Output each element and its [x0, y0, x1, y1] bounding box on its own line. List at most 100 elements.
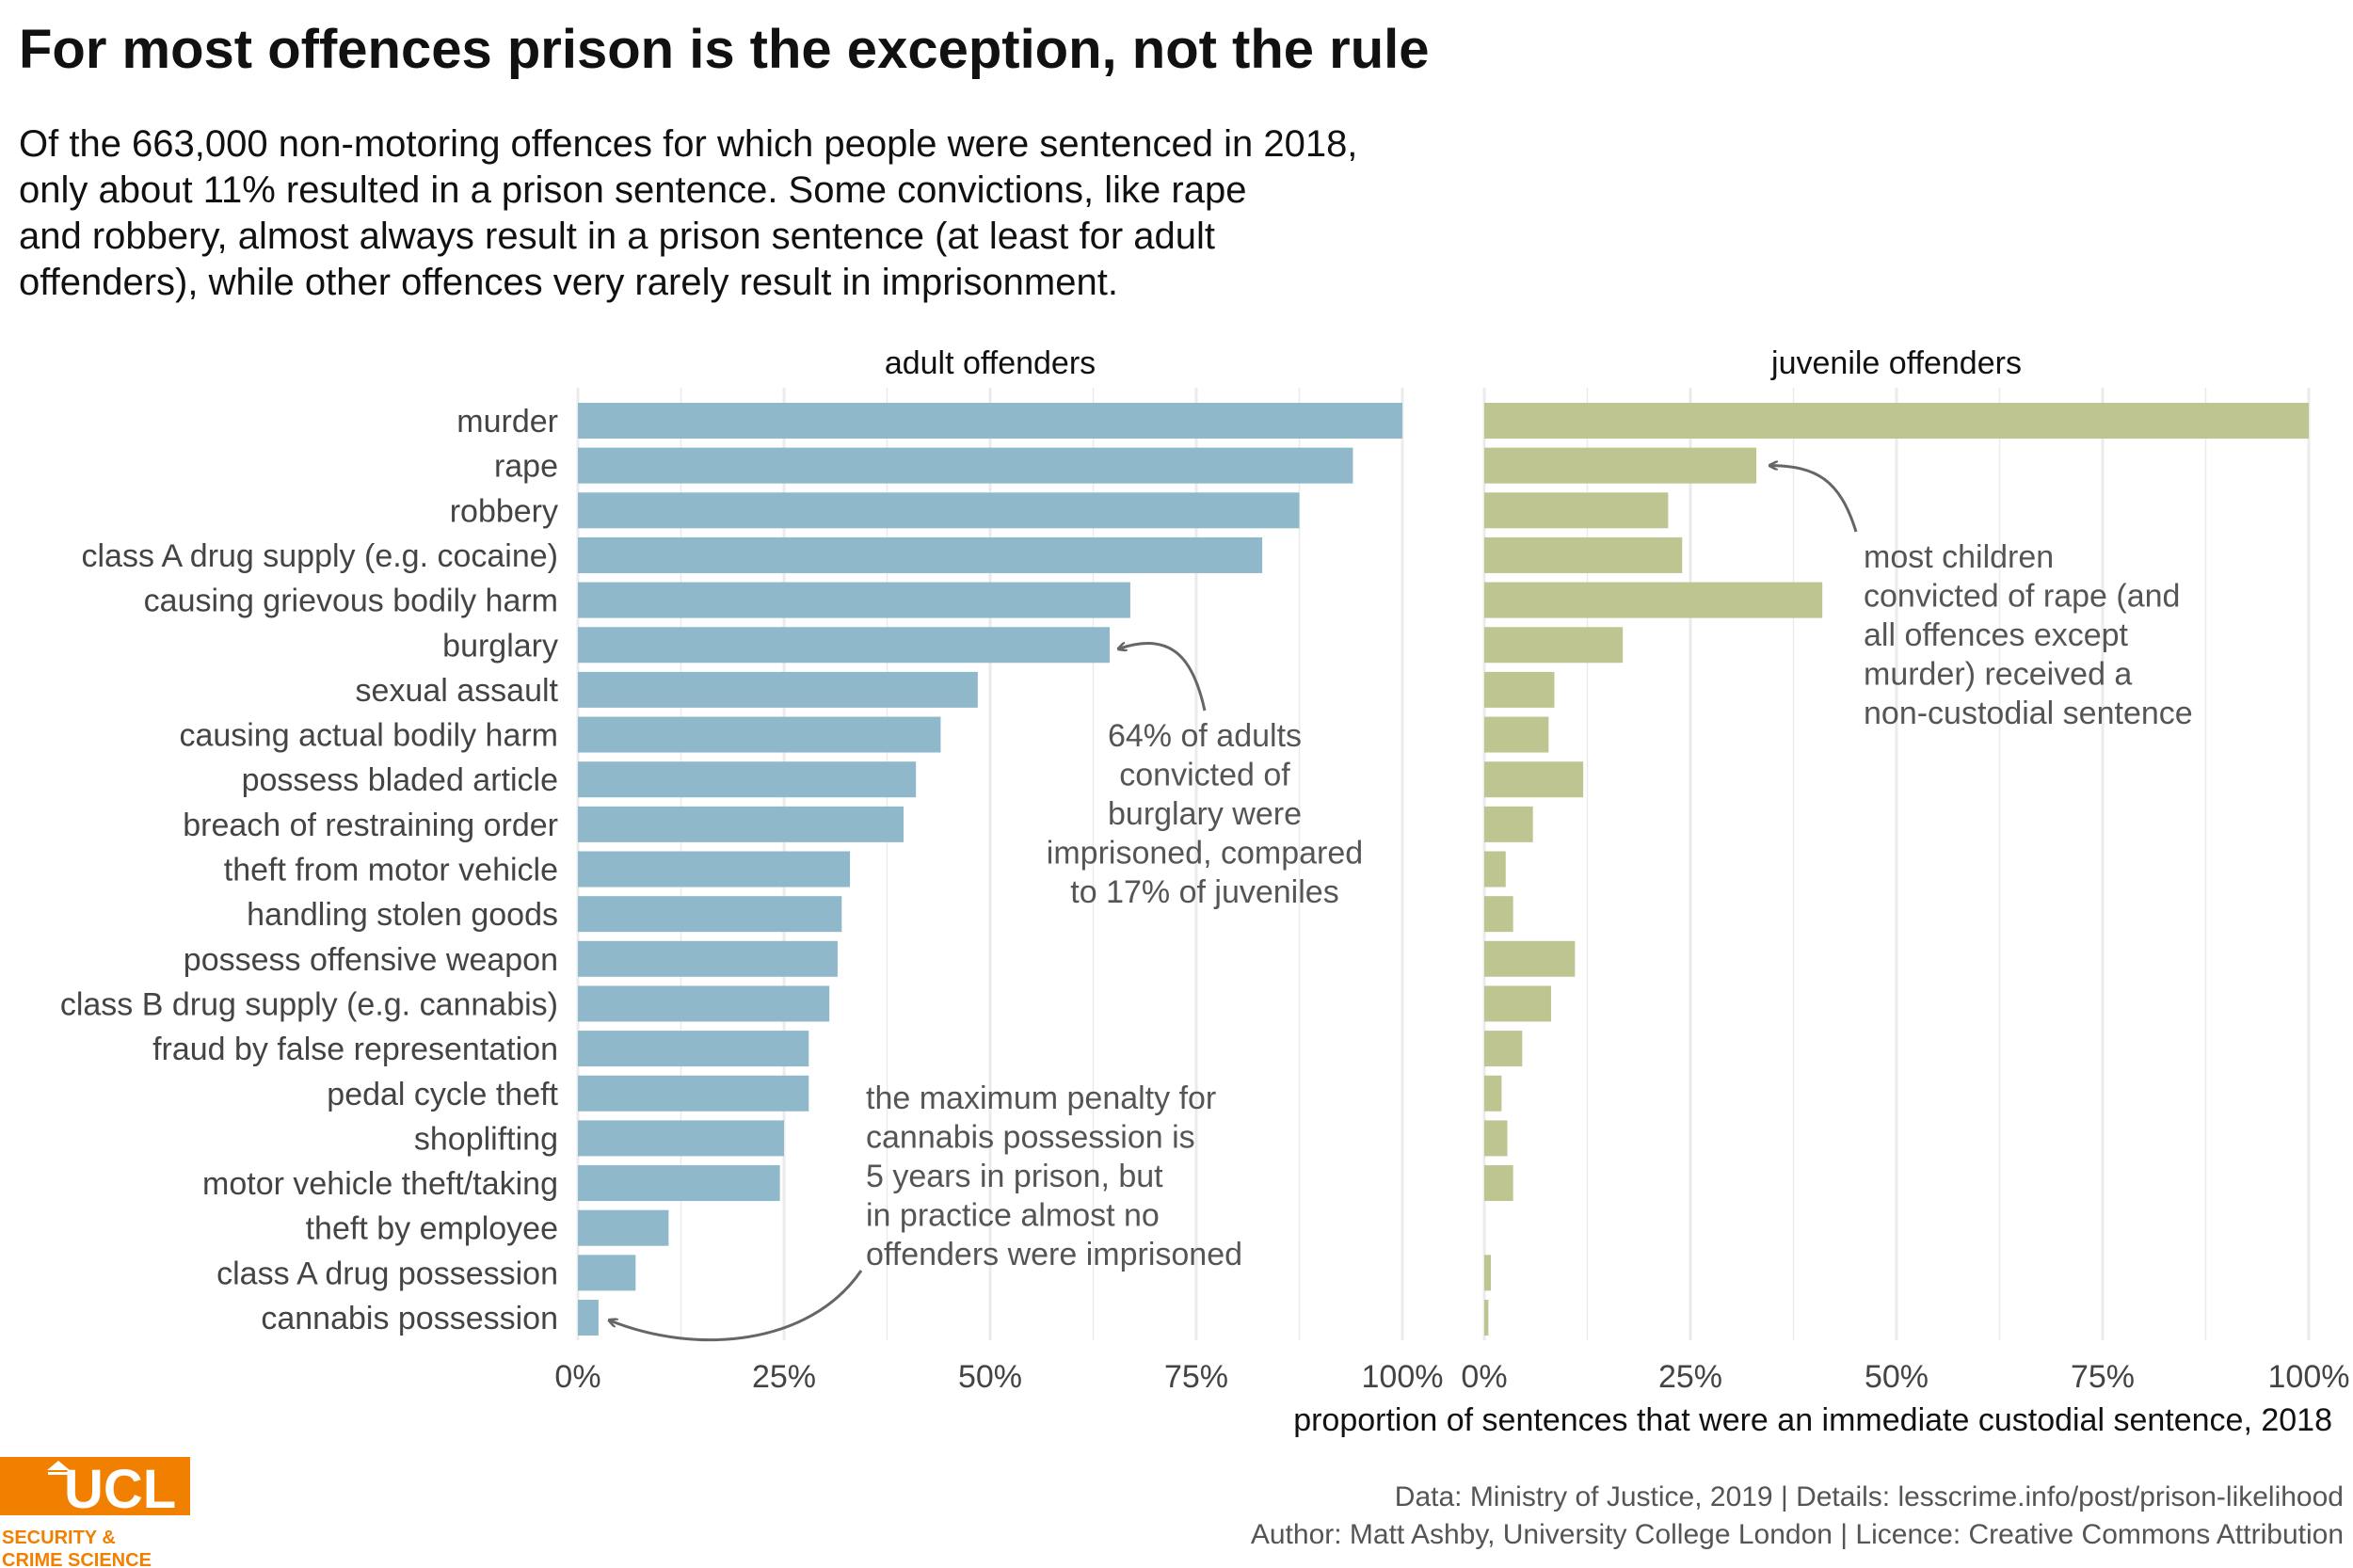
bar — [578, 1120, 784, 1157]
category-label: motor vehicle theft/taking — [202, 1166, 558, 1202]
x-tick-label: 100% — [1362, 1359, 1444, 1395]
annotation-line: all offences except — [1864, 617, 2129, 653]
bar — [1484, 492, 1669, 529]
bar — [578, 627, 1111, 664]
footer-source: Data: Ministry of Justice, 2019 | Detail… — [1395, 1481, 2344, 1512]
bar — [578, 1209, 669, 1246]
bar — [1484, 851, 1506, 888]
category-label: theft by employee — [306, 1211, 558, 1247]
category-label: possess offensive weapon — [184, 942, 558, 978]
category-label: cannabis possession — [261, 1301, 558, 1336]
x-tick-label: 75% — [1164, 1359, 1228, 1395]
category-label: burglary — [442, 628, 558, 664]
category-label: robbery — [450, 493, 558, 529]
bar — [578, 1255, 636, 1291]
category-label: breach of restraining order — [183, 808, 558, 843]
logo-wordmark: UCL — [64, 1459, 176, 1520]
bar — [1484, 536, 1683, 573]
x-axis-label: proportion of sentences that were an imm… — [1293, 1402, 2332, 1438]
bar — [578, 940, 838, 977]
category-label: sexual assault — [356, 673, 559, 709]
annotation-line: convicted of rape (and — [1864, 579, 2180, 615]
bar — [1484, 940, 1576, 977]
bar — [578, 671, 978, 708]
logo-tagline: CRIME SCIENCE — [2, 1550, 152, 1568]
x-tick-label: 0% — [554, 1359, 600, 1395]
x-tick-label: 50% — [1865, 1359, 1929, 1395]
category-label: class A drug possession — [216, 1256, 558, 1291]
chart-subtitle: Of the 663,000 non-motoring offences for… — [19, 123, 1357, 303]
bar — [1484, 716, 1549, 753]
bar — [578, 806, 904, 842]
annotation-line: convicted of — [1119, 758, 1290, 793]
bar — [1484, 1255, 1492, 1291]
subtitle-line: offenders), while other offences very ra… — [19, 262, 1118, 303]
bar — [1484, 985, 1551, 1022]
logo-portico — [47, 1461, 70, 1470]
footer-author: Author: Matt Ashby, University College L… — [1251, 1519, 2344, 1550]
x-tick-label: 50% — [958, 1359, 1022, 1395]
annotation-line: 5 years in prison, but — [866, 1159, 1163, 1194]
bars — [578, 403, 2309, 1336]
bar — [578, 403, 1402, 439]
annotation-arrow — [610, 1270, 863, 1341]
bar — [1484, 447, 1757, 484]
bar — [578, 1075, 809, 1112]
bar — [1484, 806, 1533, 842]
bar — [578, 447, 1353, 484]
category-label: possess bladed article — [242, 762, 558, 798]
annotation-line: to 17% of juveniles — [1070, 874, 1338, 910]
x-axis-ticks: 0% 25% 50% 75% 100% 0% 25% 50% 75% 100% — [554, 1359, 2349, 1395]
annotation-line: cannabis possession is — [866, 1120, 1195, 1156]
bar — [578, 761, 917, 798]
bar — [1484, 582, 1823, 618]
bar — [1484, 671, 1555, 708]
bar — [578, 582, 1130, 618]
bar — [1484, 1031, 1523, 1067]
annotation-line: offenders were imprisoned — [866, 1237, 1242, 1272]
annotation-arrow — [1770, 466, 1858, 533]
logo-block — [0, 1457, 190, 1515]
annotation-line: murder) received a — [1864, 657, 2132, 693]
x-tick-label: 75% — [2071, 1359, 2135, 1395]
category-label: pedal cycle theft — [327, 1077, 558, 1112]
subtitle-line: only about 11% resulted in a prison sent… — [19, 169, 1246, 211]
bar — [1484, 896, 1513, 933]
bar — [1484, 1165, 1513, 1202]
bar — [578, 492, 1300, 529]
annotation-arrow — [1119, 643, 1207, 712]
category-labels: murder rape robbery class A drug supply (e.… — [60, 404, 559, 1336]
panel-title: adult offenders — [885, 345, 1096, 381]
category-label: murder — [456, 404, 558, 440]
category-label: class B drug supply (e.g. cannabis) — [60, 986, 558, 1022]
category-label: causing grievous bodily harm — [144, 584, 558, 619]
subtitle-line: Of the 663,000 non-motoring offences for… — [19, 123, 1357, 165]
bar — [578, 851, 851, 888]
category-label: fraud by false representation — [152, 1032, 558, 1067]
bar — [578, 896, 842, 933]
x-tick-label: 25% — [1658, 1359, 1722, 1395]
bar — [578, 1165, 780, 1202]
ucl-logo: UCL SECURITY & CRIME SCIENCE — [0, 1457, 190, 1568]
annotation-line: in practice almost no — [866, 1198, 1160, 1234]
category-label: handling stolen goods — [247, 897, 558, 933]
category-label: class A drug supply (e.g. cocaine) — [82, 538, 559, 574]
bar — [578, 716, 941, 753]
panel-title: juvenile offenders — [1770, 345, 2022, 381]
bar — [1484, 1075, 1502, 1112]
bar — [1484, 1120, 1508, 1157]
annotation-line: the maximum penalty for — [866, 1080, 1216, 1116]
logo-tagline: SECURITY & — [2, 1528, 116, 1548]
subtitle-line: and robbery, almost always result in a p… — [19, 216, 1215, 257]
bar — [578, 536, 1263, 573]
bar — [1484, 403, 2309, 439]
bar — [1484, 761, 1584, 798]
chart-title: For most offences prison is the exceptio… — [19, 19, 1430, 80]
logo-portico — [48, 1472, 69, 1475]
category-label: causing actual bodily harm — [179, 718, 558, 754]
annotation-line: most children — [1864, 539, 2054, 575]
category-label: shoplifting — [414, 1121, 558, 1157]
bar — [578, 1031, 809, 1067]
